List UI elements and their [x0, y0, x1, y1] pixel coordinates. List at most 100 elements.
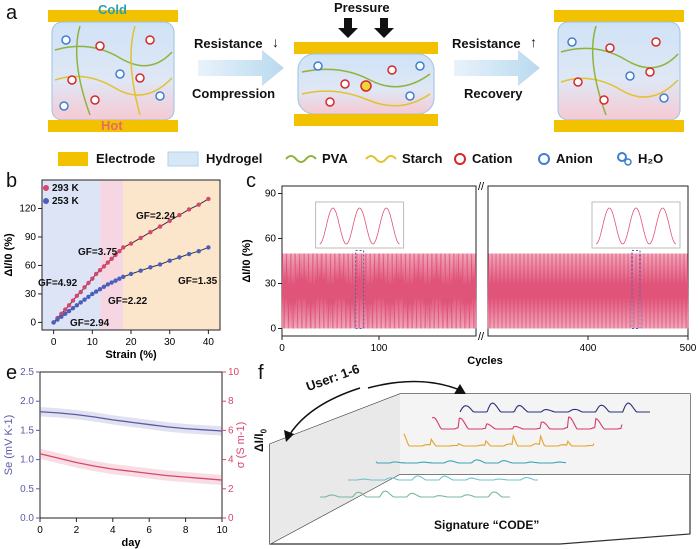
- compression-label: Compression: [192, 86, 276, 101]
- y-left-axis-label: Se (mV K-1): [3, 415, 15, 476]
- zoom-trace-0: [319, 207, 400, 245]
- panel-b-letter: b: [6, 170, 18, 192]
- gf-label-6: GF=2.94: [70, 318, 110, 329]
- legend-cation-swatch: [454, 153, 466, 165]
- series-line-1: [39, 453, 223, 481]
- x-tick-label: 40: [203, 337, 215, 348]
- point: [70, 298, 76, 303]
- gf-label-1: GF=2.24: [136, 211, 176, 222]
- point: [86, 280, 91, 286]
- point: [63, 311, 68, 317]
- y-tick-label: 120: [19, 203, 36, 214]
- axis-break-top: //: [478, 181, 485, 193]
- legend-electrode-swatch: [58, 152, 88, 166]
- point: [105, 260, 110, 265]
- point: [196, 249, 201, 254]
- point: [63, 307, 68, 312]
- legend-starch-swatch: [365, 155, 397, 163]
- highlight-box-0: [355, 250, 365, 329]
- electrode-bottom-left: [48, 120, 178, 132]
- point: [186, 251, 192, 257]
- point: [128, 241, 134, 246]
- y-left-tick-label: 0.0: [20, 513, 34, 524]
- panel-e-letter: e: [6, 362, 18, 384]
- point: [128, 271, 134, 277]
- point: [82, 285, 87, 290]
- region-1: [100, 180, 124, 330]
- series-line-1: [53, 246, 209, 323]
- legend-starch-label: Starch: [402, 151, 443, 166]
- point: [66, 303, 72, 308]
- point: [93, 289, 99, 294]
- x-tick-label: 8: [183, 525, 189, 536]
- point: [138, 268, 143, 273]
- point: [74, 303, 80, 308]
- x-tick-label: 100: [371, 343, 388, 354]
- zoom-inset-1: [591, 201, 681, 249]
- legend-hydrogel-swatch: [167, 151, 199, 167]
- y-right-tick-label: 0: [228, 513, 234, 524]
- point: [113, 252, 118, 258]
- point: [101, 264, 107, 269]
- x-axis-label: day: [122, 537, 142, 549]
- point: [59, 314, 64, 319]
- point: [117, 276, 122, 281]
- resistance-down-label: Resistance: [194, 36, 263, 51]
- panel-f-ylabel: ΔI/I0: [252, 428, 269, 452]
- cycle-trace-0: [281, 253, 477, 329]
- axis-break-bottom: //: [478, 331, 485, 343]
- y-tick-label: 60: [265, 234, 277, 245]
- legend-pva-swatch: [285, 155, 317, 163]
- resistance-up-label: Resistance: [452, 36, 521, 51]
- legend-electrode-label: Electrode: [96, 151, 156, 166]
- point: [121, 274, 126, 280]
- point: [66, 308, 72, 314]
- y-tick-label: 60: [25, 260, 37, 271]
- point: [90, 276, 95, 281]
- region-2: [123, 180, 220, 330]
- y-tick-label: 30: [265, 279, 277, 290]
- point: [186, 207, 192, 212]
- point: [78, 300, 83, 305]
- x-tick-label: 400: [580, 343, 597, 354]
- chart-e-frame: [39, 371, 223, 519]
- point: [157, 262, 163, 267]
- point: [51, 320, 56, 325]
- y-left-tick-label: 1.0: [20, 455, 34, 466]
- zoom-inset-0: [315, 201, 405, 249]
- device-left: [48, 10, 178, 132]
- point: [177, 255, 182, 260]
- y-left-tick-label: 2.5: [20, 367, 34, 378]
- gf-label-2: GF=3.75: [78, 247, 118, 258]
- point: [97, 267, 103, 273]
- legend-253-label: 253 K: [52, 196, 79, 207]
- x-tick-label: 10: [87, 337, 99, 348]
- point: [109, 256, 114, 261]
- legend-anion-swatch: [538, 153, 550, 165]
- x-tick-label: 0: [37, 525, 43, 536]
- point: [93, 271, 99, 277]
- cold-label: Cold: [98, 2, 127, 17]
- user-trace-6: [320, 490, 510, 498]
- y-tick-label: 90: [25, 232, 37, 243]
- gf-label-5: GF=2.22: [108, 296, 148, 307]
- legend-marker-1: [43, 198, 49, 204]
- x-tick-label: 6: [146, 525, 152, 536]
- legend-h2o-swatch: [617, 152, 627, 162]
- point: [78, 289, 83, 295]
- y-left-tick-label: 1.5: [20, 425, 34, 436]
- point: [101, 284, 107, 290]
- gf-label-4: GF=1.35: [178, 276, 218, 287]
- point: [113, 278, 118, 283]
- y-tick-label: 0: [270, 324, 276, 335]
- point: [138, 235, 143, 241]
- point: [90, 291, 95, 297]
- pressure-label: Pressure: [334, 0, 390, 15]
- x-tick-label: 4: [110, 525, 116, 536]
- user-trace-5: [348, 475, 538, 481]
- user-trace-2: [431, 416, 623, 430]
- legend-anion-label: Anion: [556, 151, 593, 166]
- recovery-arrow: [454, 50, 540, 86]
- x-tick-label: 0: [51, 337, 57, 348]
- panel-a-legend: [58, 151, 632, 167]
